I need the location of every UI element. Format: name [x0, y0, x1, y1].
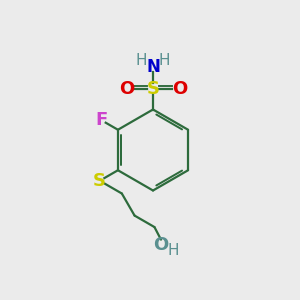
Text: S: S [93, 172, 106, 190]
Text: N: N [146, 58, 160, 76]
Text: H: H [159, 53, 170, 68]
Text: O: O [172, 80, 187, 98]
Text: H: H [168, 243, 179, 258]
Text: O: O [119, 80, 134, 98]
Text: F: F [95, 111, 107, 129]
Text: S: S [146, 80, 160, 98]
Text: O: O [153, 236, 169, 254]
Text: H: H [136, 53, 147, 68]
